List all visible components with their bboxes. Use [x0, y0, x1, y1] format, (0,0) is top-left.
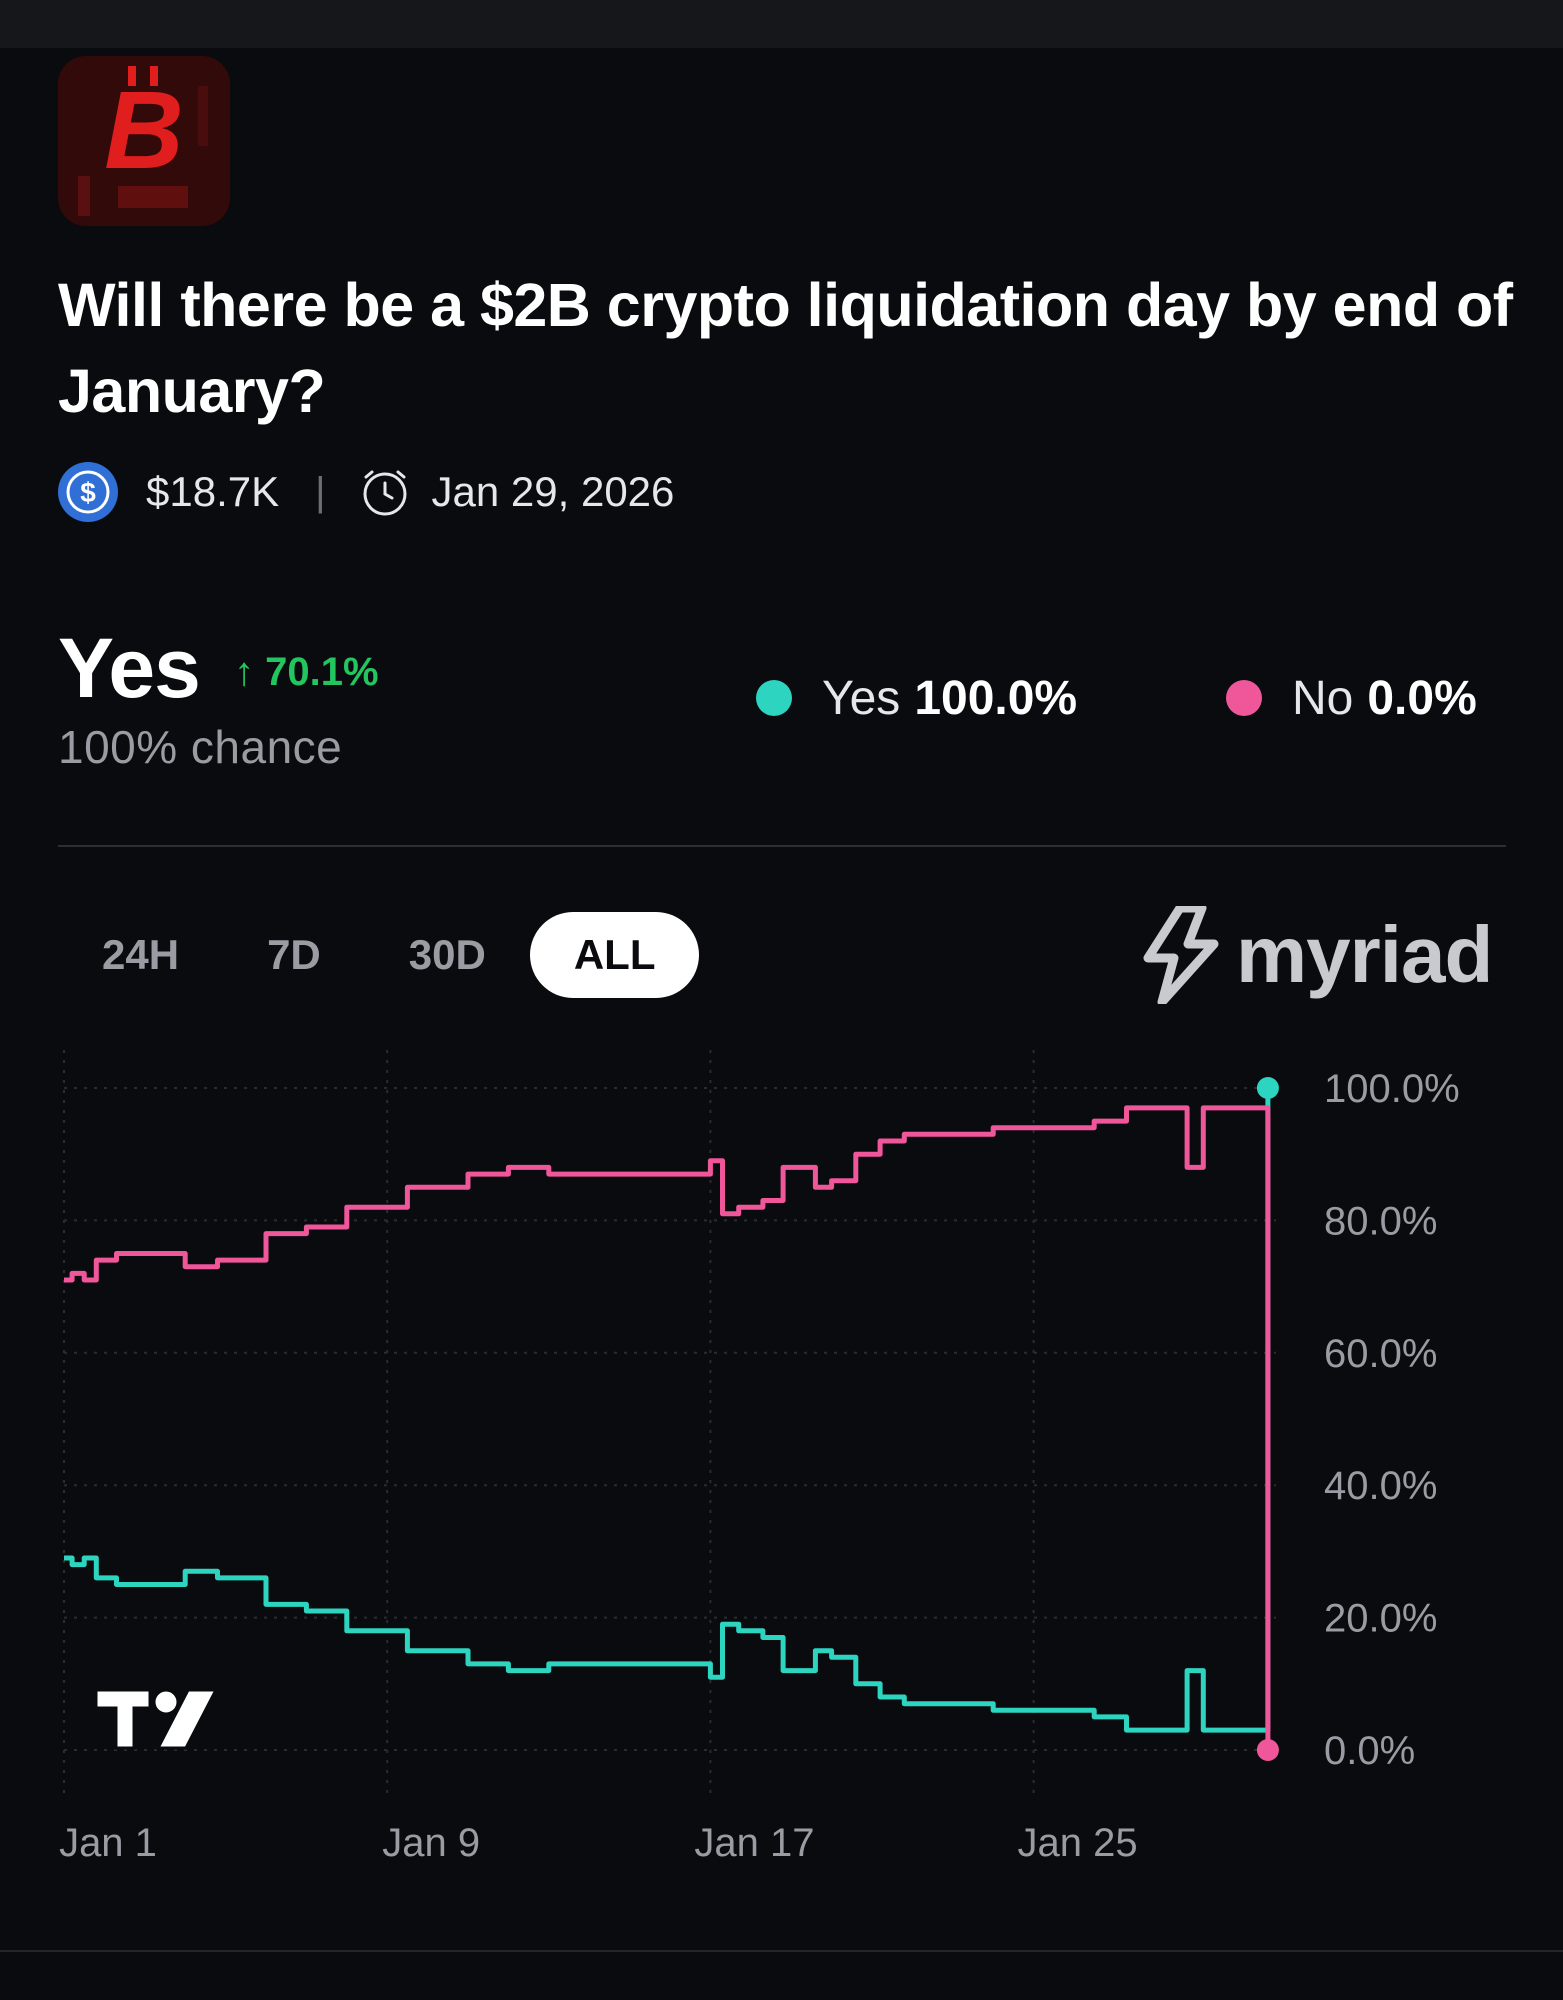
legend-item-yes: Yes 100.0%	[756, 668, 1077, 728]
legend-item-no: No 0.0%	[1226, 668, 1477, 728]
x-tick-label: Jan 1	[59, 1821, 157, 1865]
y-axis-ticks: 100.0% 80.0% 60.0% 40.0% 20.0% 0.0%	[1324, 1067, 1460, 1773]
legend-label-yes: Yes	[822, 671, 901, 725]
tab-30d[interactable]: 30D	[408, 931, 486, 978]
legend-dot-yes	[756, 680, 792, 716]
y-tick-label: 100.0%	[1324, 1067, 1460, 1111]
x-tick-label: Jan 25	[1018, 1821, 1138, 1865]
legend-value-yes: 100.0%	[914, 671, 1078, 725]
market-meta: $ $18.7K | Jan 29, 2026	[58, 462, 674, 522]
chart-end-markers	[1256, 1077, 1279, 1761]
clock-icon	[363, 470, 407, 516]
outcome-change: ↑ 70.1%	[234, 650, 379, 694]
brand-logo: myriad	[1140, 900, 1493, 1010]
tab-all[interactable]: ALL	[529, 912, 700, 998]
x-tick-label: Jan 9	[382, 1821, 480, 1865]
status-bar	[0, 0, 1563, 48]
x-axis-ticks: Jan 1 Jan 9 Jan 17 Jan 25	[59, 1821, 1138, 1865]
tradingview-logo-icon	[94, 1688, 219, 1750]
series-line-yes	[64, 1088, 1271, 1733]
legend-label-no: No	[1292, 671, 1354, 725]
end-marker-no	[1256, 1739, 1279, 1761]
series-line-no	[64, 1105, 1271, 1750]
volume-value: $18.7K	[146, 468, 280, 515]
y-tick-label: 20.0%	[1324, 1597, 1437, 1641]
end-marker-yes	[1256, 1077, 1279, 1099]
price-chart: Jan 1 Jan 9 Jan 17 Jan 25 100.0% 80.0% 60.0% 4…	[59, 1050, 1460, 1865]
market-title: Will there be a $2B crypto liquidation d…	[58, 271, 1513, 425]
tab-24h[interactable]: 24H	[102, 931, 180, 978]
meta-separator: |	[315, 469, 326, 514]
tab-7d[interactable]: 7D	[267, 931, 321, 978]
svg-text:$: $	[80, 477, 96, 508]
outcome-header: Yes ↑ 70.1%	[58, 620, 379, 717]
usdc-coin-icon: $	[58, 462, 118, 522]
y-tick-label: 60.0%	[1324, 1332, 1437, 1376]
legend-dot-no	[1226, 680, 1262, 716]
y-tick-label: 0.0%	[1324, 1729, 1415, 1773]
bitcoin-letter: B	[104, 69, 183, 192]
chart-lines	[64, 1088, 1271, 1750]
market-icon: B	[58, 56, 230, 226]
x-tick-label: Jan 17	[694, 1821, 814, 1865]
y-tick-label: 80.0%	[1324, 1199, 1437, 1243]
outcome-name: Yes	[58, 621, 201, 715]
bottom-divider	[0, 1950, 1563, 1952]
end-date: Jan 29, 2026	[431, 468, 675, 515]
divider	[58, 845, 1506, 847]
time-range-tabs: 24H 7D 30D ALL	[58, 912, 700, 998]
chart-grid	[63, 1050, 1276, 1800]
myriad-bolt-icon	[1143, 906, 1219, 1004]
outcome-chance: 100% chance	[58, 721, 343, 773]
y-tick-label: 40.0%	[1324, 1464, 1437, 1508]
brand-name: myriad	[1236, 910, 1493, 999]
legend-value-no: 0.0%	[1367, 671, 1477, 725]
